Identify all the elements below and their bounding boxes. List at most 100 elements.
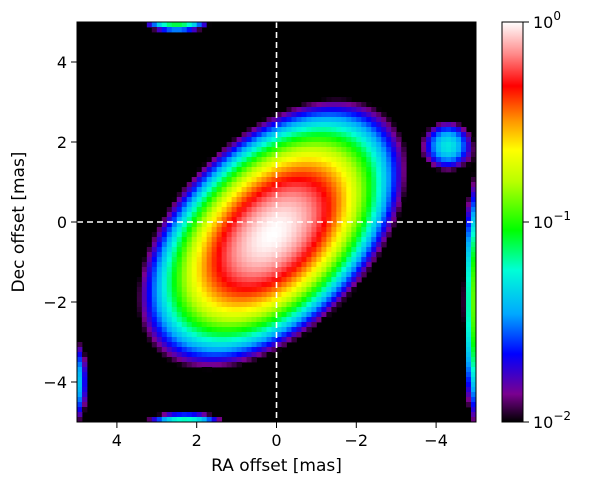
heatmap-pixel xyxy=(386,167,392,173)
heatmap-pixel xyxy=(216,227,223,233)
heatmap-pixel xyxy=(471,297,477,303)
heatmap-pixel xyxy=(356,267,362,273)
heatmap-pixel xyxy=(206,172,213,178)
heatmap-pixel xyxy=(351,197,357,203)
heatmap-pixel xyxy=(81,407,88,413)
heatmap-pixel xyxy=(221,322,228,328)
heatmap-pixel xyxy=(351,167,357,173)
heatmap-pixel xyxy=(271,257,277,263)
heatmap-pixel xyxy=(186,227,193,233)
heatmap-pixel xyxy=(246,167,252,173)
heatmap-pixel xyxy=(331,232,337,238)
heatmap-pixel xyxy=(196,302,203,308)
heatmap-pixel xyxy=(326,262,332,268)
heatmap-pixel xyxy=(346,142,352,148)
heatmap-pixel xyxy=(366,112,372,118)
heatmap-pixel xyxy=(236,172,242,178)
heatmap-pixel xyxy=(351,227,357,233)
heatmap-pixel xyxy=(381,197,387,203)
heatmap-pixel xyxy=(471,332,477,338)
heatmap-pixel xyxy=(471,222,477,228)
heatmap-pixel xyxy=(181,267,188,273)
heatmap-pixel xyxy=(226,157,233,163)
heatmap-pixel xyxy=(286,182,292,188)
heatmap-pixel xyxy=(466,197,472,203)
heatmap-pixel xyxy=(206,242,213,248)
heatmap-pixel xyxy=(331,272,337,278)
heatmap-pixel xyxy=(231,237,237,243)
heatmap-pixel xyxy=(186,317,193,323)
heatmap-pixel xyxy=(471,207,477,213)
heatmap-pixel xyxy=(331,242,337,248)
heatmap-pixel xyxy=(336,202,342,208)
heatmap-pixel xyxy=(166,22,173,28)
heatmap-pixel xyxy=(286,252,292,258)
heatmap-pixel xyxy=(191,202,198,208)
heatmap-pixel xyxy=(356,262,362,268)
heatmap-pixel xyxy=(216,297,223,303)
heatmap-pixel xyxy=(236,262,242,268)
heatmap-pixel xyxy=(196,277,203,283)
heatmap-pixel xyxy=(251,172,257,178)
heatmap-pixel xyxy=(276,162,282,168)
heatmap-pixel xyxy=(211,417,218,423)
heatmap-pixel xyxy=(426,157,432,163)
heatmap-pixel xyxy=(341,287,347,293)
heatmap-pixel xyxy=(366,122,372,128)
heatmap-pixel xyxy=(331,267,337,273)
heatmap-pixel xyxy=(301,147,307,153)
heatmap-pixel xyxy=(256,302,262,308)
heatmap-pixel xyxy=(231,347,237,353)
heatmap-pixel xyxy=(361,112,367,118)
heatmap-pixel xyxy=(331,212,337,218)
heatmap-pixel xyxy=(206,322,213,328)
heatmap-pixel xyxy=(176,277,183,283)
heatmap-pixel xyxy=(151,232,158,238)
heatmap-pixel xyxy=(241,252,247,258)
heatmap-pixel xyxy=(171,302,178,308)
heatmap-pixel xyxy=(211,197,218,203)
heatmap-pixel xyxy=(311,237,317,243)
heatmap-pixel xyxy=(311,297,317,303)
heatmap-pixel xyxy=(351,112,357,118)
heatmap-pixel xyxy=(156,222,163,228)
heatmap-pixel xyxy=(226,172,233,178)
heatmap-pixel xyxy=(321,302,327,308)
heatmap-pixel xyxy=(246,267,252,273)
heatmap-pixel xyxy=(161,282,168,288)
heatmap-pixel xyxy=(436,132,442,138)
heatmap-pixel xyxy=(226,347,233,353)
heatmap-pixel xyxy=(346,182,352,188)
heatmap-pixel xyxy=(341,242,347,248)
heatmap-pixel xyxy=(371,197,377,203)
heatmap-pixel xyxy=(186,267,193,273)
heatmap-pixel xyxy=(316,132,322,138)
heatmap-pixel xyxy=(271,112,277,118)
x-tick-label: 2 xyxy=(192,431,202,450)
heatmap-pixel xyxy=(391,182,397,188)
heatmap-pixel xyxy=(166,322,173,328)
heatmap-pixel xyxy=(396,167,402,173)
heatmap-pixel xyxy=(166,302,173,308)
heatmap-pixel xyxy=(461,307,467,313)
heatmap-pixel xyxy=(201,362,208,368)
heatmap-pixel xyxy=(296,267,302,273)
heatmap-pixel xyxy=(371,202,377,208)
heatmap-pixel xyxy=(341,247,347,253)
heatmap-pixel xyxy=(386,132,392,138)
heatmap-pixel xyxy=(186,272,193,278)
heatmap-pixel xyxy=(201,342,208,348)
heatmap-pixel xyxy=(206,222,213,228)
heatmap-pixel xyxy=(176,307,183,313)
heatmap-pixel xyxy=(301,297,307,303)
heatmap-pixel xyxy=(331,277,337,283)
heatmap-pixel xyxy=(326,187,332,193)
heatmap-pixel xyxy=(266,337,272,343)
heatmap-pixel xyxy=(241,272,247,278)
heatmap-pixel xyxy=(466,202,472,208)
heatmap-pixel xyxy=(441,137,447,143)
heatmap-pixel xyxy=(296,142,302,148)
heatmap-pixel xyxy=(311,117,317,123)
heatmap-pixel xyxy=(346,242,352,248)
heatmap-pixel xyxy=(451,142,457,148)
